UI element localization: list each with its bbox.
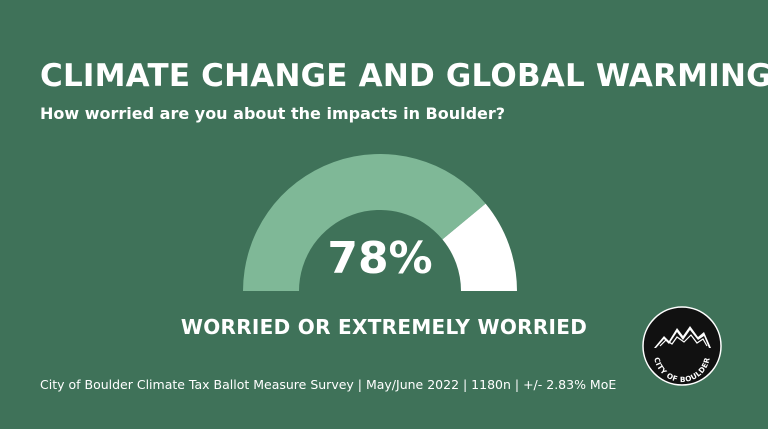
gauge-category-label: WORRIED OR EXTREMELY WORRIED (180, 315, 588, 339)
source-footer: City of Boulder Climate Tax Ballot Measu… (40, 377, 617, 392)
gauge-remaining-arc (442, 203, 517, 291)
city-logo: CITY OF BOULDER (642, 306, 722, 386)
chart-subtitle: How worried are you about the impacts in… (40, 104, 506, 123)
gauge-value-label: 78% (327, 233, 433, 284)
chart-title: CLIMATE CHANGE AND GLOBAL WARMING (40, 58, 768, 94)
gauge-chart (243, 154, 517, 291)
mountain-icon (654, 326, 711, 348)
gauge-filled-arc (243, 154, 486, 291)
